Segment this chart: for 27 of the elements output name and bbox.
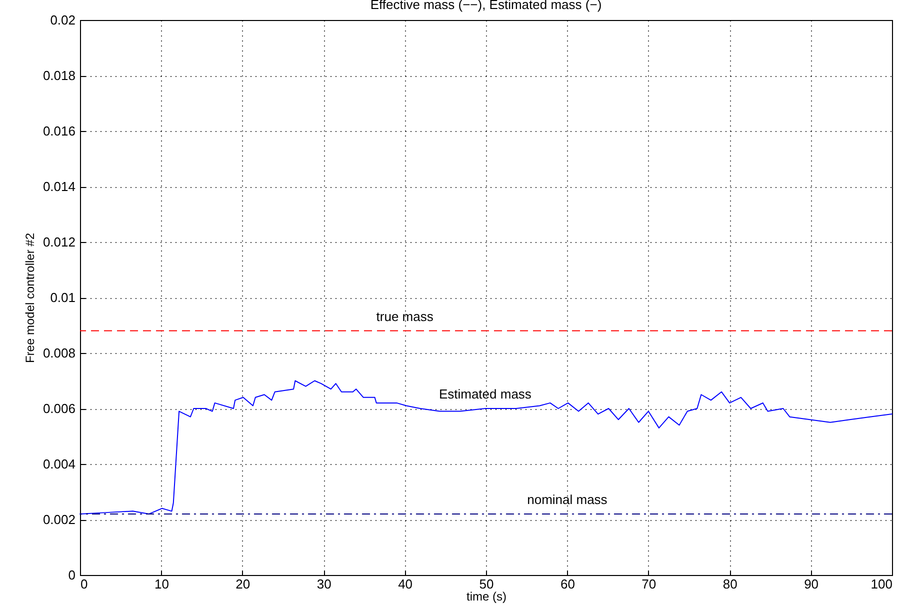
y-tick-label: 0.006 xyxy=(42,401,76,416)
x-tick-label: 60 xyxy=(560,576,575,592)
x-tick-label: 0 xyxy=(80,576,88,592)
x-tick-label: 40 xyxy=(398,576,413,592)
y-tick-label: 0.012 xyxy=(42,234,76,250)
y-tick-label: 0.014 xyxy=(42,179,76,194)
ref-line-label: true mass xyxy=(376,308,434,324)
x-tick-label: 70 xyxy=(642,576,656,592)
x-tick-label: 10 xyxy=(154,576,169,592)
x-tick-label: 30 xyxy=(316,576,332,592)
x-tick-label: 80 xyxy=(722,576,738,592)
y-tick-label: 0.008 xyxy=(42,346,76,360)
y-tick-label: 0.002 xyxy=(42,512,76,527)
y-tick-label: 0.01 xyxy=(50,290,76,305)
y-tick-label: 0.018 xyxy=(42,68,76,83)
x-tick-label: 100 xyxy=(870,576,892,592)
series-label: Estimated mass xyxy=(438,386,532,402)
y-tick-label: 0.004 xyxy=(42,456,76,472)
y-tick-label: 0.016 xyxy=(42,124,76,138)
x-tick-label: 50 xyxy=(479,576,494,592)
x-tick-label: 20 xyxy=(236,576,250,592)
y-tick-label: 0.02 xyxy=(50,12,76,28)
x-tick-label: 90 xyxy=(804,576,819,592)
line-series xyxy=(80,380,892,514)
x-axis-title: time (s) xyxy=(466,590,506,604)
ref-line-label: nominal mass xyxy=(527,492,608,507)
y-axis-title: Free model controller #2 xyxy=(22,232,37,364)
